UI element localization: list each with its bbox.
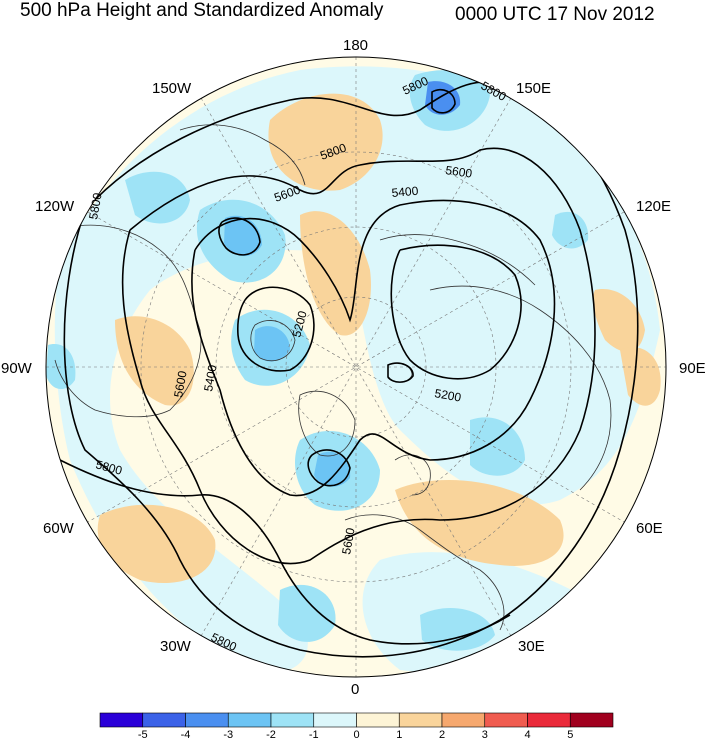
map-datetime: 0000 UTC 17 Nov 2012	[455, 4, 655, 25]
lon-label: 150E	[516, 80, 551, 97]
colorbar-swatch	[99, 712, 144, 728]
colorbar-tick-label: -5	[138, 729, 148, 740]
coastline-siberia	[379, 234, 536, 286]
meridian-line	[200, 97, 512, 637]
meridian-line	[87, 211, 625, 523]
coastlines	[54, 124, 612, 631]
contour-low-center	[307, 449, 351, 487]
anomaly-pos-region	[97, 504, 216, 584]
colorbar-swatches	[99, 712, 614, 728]
anomaly-pos-region	[115, 316, 194, 406]
contour-5800	[63, 80, 639, 658]
colorbar-tick-label: 2	[439, 729, 445, 740]
lon-label: 30W	[160, 638, 192, 655]
anomaly-neg-region	[46, 344, 76, 390]
anomaly-neg-region	[314, 451, 351, 487]
colorbar-swatch	[569, 712, 614, 728]
contour-label: 5200	[433, 386, 462, 404]
colorbar-tick-label: 1	[396, 729, 402, 740]
colorbar-swatch	[313, 712, 357, 728]
colorbar-swatch	[484, 712, 528, 728]
colorbar-swatch	[227, 712, 272, 728]
anomaly-neg-region	[425, 81, 461, 115]
anomaly-neg-region	[278, 584, 336, 642]
lon-label: 0	[351, 681, 359, 698]
colorbar-swatch	[185, 712, 229, 728]
colorbar-tick-label: 3	[482, 729, 488, 740]
anomaly-neg-region	[254, 326, 290, 362]
lon-label: 120E	[636, 198, 671, 215]
contour-label: 5400	[391, 184, 419, 200]
anomaly-neg-region	[552, 211, 589, 249]
colorbar: -5 -4 -3 -2 -1 0 1 2 3 4 5	[99, 712, 614, 740]
longitude-labels: 180 150E 120E 90E 60E 30E 0 30W 60W 90W …	[1, 37, 706, 698]
lon-label: 90W	[1, 360, 33, 377]
colorbar-swatch	[270, 712, 315, 728]
anomaly-pos-region	[620, 346, 661, 406]
colorbar-tick-label: 4	[524, 729, 530, 740]
contour-label: 5600	[445, 163, 474, 181]
contour-low-center	[387, 362, 414, 383]
contour-5800-south	[59, 459, 511, 645]
lon-label: 120W	[35, 198, 75, 215]
lon-label: 60E	[636, 520, 663, 537]
contour-5600	[121, 147, 596, 565]
colorbar-tick-label: -1	[309, 729, 319, 740]
contour-low-center	[218, 217, 261, 256]
colorbar-swatch	[527, 712, 571, 728]
lon-label: 60W	[43, 520, 75, 537]
lon-label: 150W	[152, 80, 192, 97]
anomaly-pos-region	[395, 480, 564, 566]
colorbar-labels: -5 -4 -3 -2 -1 0 1 2 3 4 5	[138, 729, 573, 740]
coastline-asia	[429, 285, 612, 491]
coastline-north-america	[54, 224, 202, 418]
map-title: 500 hPa Height and Standardized Anomaly	[20, 0, 384, 21]
colorbar-swatch	[356, 712, 400, 728]
contour-label: 5400	[201, 363, 219, 392]
colorbar-tick-label: 0	[353, 729, 359, 740]
colorbar-swatch	[142, 712, 186, 728]
coastline-europe	[344, 514, 505, 631]
colorbar-tick-label: -4	[181, 729, 191, 740]
contour-5400	[191, 199, 556, 497]
contour-label: 5600	[339, 526, 357, 555]
coastline-scandinavia	[394, 454, 431, 496]
contour-5200	[237, 286, 315, 372]
height-contours	[59, 80, 639, 658]
colorbar-swatch	[441, 712, 486, 728]
contour-5200	[390, 244, 522, 380]
contour-label: 5800	[86, 191, 104, 220]
anomaly-neg-region	[470, 417, 525, 476]
anomaly-pos-region	[593, 289, 645, 352]
coastline-hudson-bay	[250, 320, 296, 362]
graticule	[46, 57, 666, 677]
colorbar-tick-label: 5	[567, 729, 573, 740]
contour-label: 5600	[171, 369, 189, 398]
colorbar-tick-label: -3	[223, 729, 233, 740]
anomaly-shading	[46, 66, 661, 672]
colorbar-tick-label: -2	[266, 729, 276, 740]
lon-label: 90E	[679, 360, 706, 377]
contour-label: 5800	[94, 457, 124, 478]
meridian-line	[87, 211, 625, 523]
meridian-line	[200, 97, 512, 637]
contour-label: 5200	[289, 309, 310, 339]
contour-low-center	[431, 88, 456, 114]
map-boundary	[45, 56, 667, 678]
coastline-greenland	[298, 390, 356, 457]
lon-label: 180	[343, 37, 368, 54]
anomaly-neg-region	[125, 171, 190, 224]
anomaly-neg-region	[420, 607, 495, 651]
colorbar-swatch	[398, 712, 443, 728]
lon-label: 30E	[518, 638, 545, 655]
coastline-alaska	[179, 124, 306, 186]
